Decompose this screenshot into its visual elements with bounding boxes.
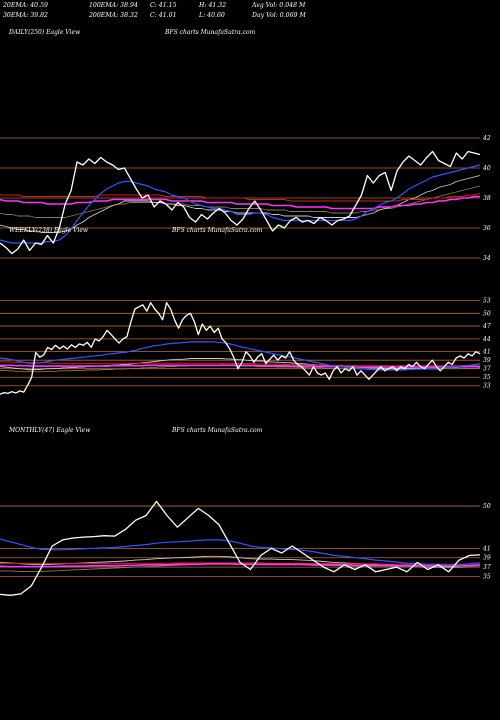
tick-label-weekly-6: 37: [483, 366, 491, 373]
series-daily-ema_long2: [0, 193, 481, 202]
panel-label-daily: DAILY(250) Eagle View: [8, 29, 81, 36]
tick-label-weekly-1: 50: [483, 310, 491, 317]
header-ema30: 30EMA: 39.82: [3, 12, 48, 19]
chart-daily: 42 40 38 36 34 DAILY(250) Eagle View BFS chart…: [0, 29, 491, 262]
header-day-vol: Day Vol: 0.069 M: [252, 12, 306, 19]
panel-label-monthly: MONTHLY(47) Eagle View: [8, 427, 91, 434]
series-daily-ema_mid: [0, 175, 481, 233]
header-close1: C: 41.15: [150, 2, 177, 9]
chart-monthly: 50 41 39 37 35 MONTHLY(47) Eagle View BFS char…: [0, 427, 491, 596]
tick-label-weekly-4: 41: [482, 349, 491, 356]
series-daily-ema_fast: [0, 164, 481, 244]
header-ema20: 20EMA: 40.59: [3, 2, 48, 9]
tick-label-daily-2: 38: [483, 195, 491, 202]
panel-label-weekly: WEEKLY(238) Eagle View: [9, 227, 89, 234]
tick-label-weekly-7: 35: [483, 374, 491, 381]
series-weekly-ema_long2: [0, 361, 480, 367]
series-weekly-price: [0, 302, 481, 395]
header-ema200: 200EMA: 38.32: [89, 12, 138, 19]
tick-label-monthly-2: 39: [483, 555, 491, 562]
tick-label-monthly-4: 35: [483, 574, 491, 581]
series-weekly-ema_mid: [0, 358, 480, 371]
header-close2: C: 41.01: [150, 12, 177, 19]
series-monthly-ema_fast: [0, 538, 481, 566]
tick-label-daily-1: 40: [482, 165, 491, 172]
tick-label-weekly-5: 39: [483, 357, 491, 364]
tick-label-daily-0: 42: [482, 135, 491, 142]
tick-label-weekly-3: 44: [482, 336, 491, 343]
watermark-daily: BFS charts MunafaSutra.com: [164, 29, 256, 36]
tick-label-daily-4: 34: [483, 255, 491, 262]
tick-label-weekly-0: 53: [483, 298, 491, 305]
series-weekly-ema_fast: [0, 341, 481, 371]
header-ema100: 100EMA: 38.94: [89, 2, 138, 9]
header-low: L: 40.60: [199, 12, 225, 19]
series-daily-price: [0, 150, 481, 255]
series-monthly-price: [0, 500, 481, 596]
header-high: H: 41.32: [199, 2, 227, 9]
tick-label-monthly-1: 41: [482, 545, 491, 552]
header-avg-vol: Avg Vol: 0.048 M: [252, 2, 306, 9]
watermark-weekly: BFS charts MunafaSutra.com: [171, 227, 263, 234]
series-daily-ema_long: [0, 195, 480, 210]
watermark-monthly: BFS charts MunafaSutra.com: [171, 427, 263, 434]
tick-label-weekly-2: 47: [482, 323, 491, 330]
tick-label-daily-3: 36: [483, 225, 491, 232]
series-monthly-ema_long: [0, 562, 481, 568]
tick-label-monthly-0: 50: [483, 503, 491, 510]
tick-label-monthly-3: 37: [483, 564, 491, 571]
tick-label-weekly-8: 33: [483, 383, 491, 390]
